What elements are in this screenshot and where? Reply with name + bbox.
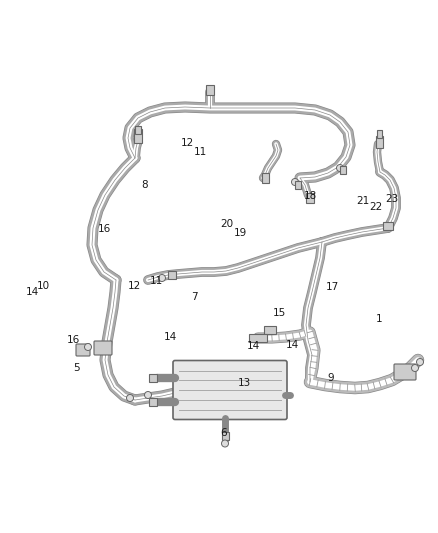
Text: 12: 12	[128, 281, 141, 291]
Text: 14: 14	[25, 287, 39, 297]
Circle shape	[159, 274, 166, 281]
Text: 14: 14	[247, 342, 260, 351]
Circle shape	[222, 440, 229, 447]
Text: 20: 20	[220, 219, 233, 229]
Text: 10: 10	[37, 281, 50, 291]
Text: 23: 23	[385, 194, 399, 204]
Text: 22: 22	[369, 202, 382, 212]
Bar	[135, 126, 141, 134]
Text: 5: 5	[73, 363, 80, 373]
Bar	[264, 326, 276, 334]
Bar	[134, 129, 142, 143]
Text: 9: 9	[327, 374, 334, 383]
Bar	[149, 374, 157, 382]
Bar	[261, 173, 268, 183]
FancyBboxPatch shape	[76, 344, 90, 356]
Circle shape	[85, 343, 92, 351]
Bar	[149, 398, 157, 406]
Text: 12: 12	[181, 138, 194, 148]
Circle shape	[145, 392, 152, 399]
Text: 11: 11	[150, 276, 163, 286]
Text: 16: 16	[98, 224, 111, 234]
Text: 15: 15	[273, 309, 286, 318]
Circle shape	[417, 359, 424, 366]
Circle shape	[292, 179, 299, 185]
Text: 6: 6	[220, 428, 227, 438]
Text: 16: 16	[67, 335, 80, 345]
Text: 18: 18	[304, 191, 317, 201]
Text: 7: 7	[191, 292, 198, 302]
Bar	[206, 85, 214, 95]
Text: 14: 14	[163, 332, 177, 342]
Bar	[383, 222, 393, 230]
FancyBboxPatch shape	[173, 360, 287, 419]
FancyBboxPatch shape	[394, 364, 416, 380]
Bar	[249, 334, 267, 342]
Text: 13: 13	[238, 378, 251, 387]
Text: 1: 1	[375, 314, 382, 324]
Bar	[375, 136, 382, 148]
Circle shape	[127, 394, 134, 401]
Bar	[340, 166, 346, 174]
Bar	[168, 271, 176, 279]
Text: 11: 11	[194, 147, 207, 157]
Text: 8: 8	[141, 181, 148, 190]
Bar	[222, 432, 229, 440]
Circle shape	[411, 365, 418, 372]
Text: 21: 21	[356, 197, 369, 206]
Text: 17: 17	[325, 282, 339, 292]
Text: 19: 19	[233, 229, 247, 238]
Circle shape	[336, 165, 343, 172]
Text: 14: 14	[286, 341, 299, 350]
Bar	[295, 181, 301, 189]
Bar	[377, 130, 381, 138]
Bar	[306, 193, 314, 203]
FancyBboxPatch shape	[94, 341, 112, 355]
